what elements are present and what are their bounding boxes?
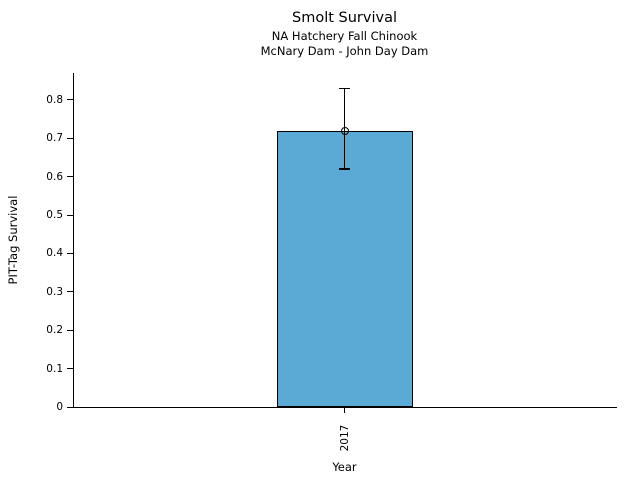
x-axis-label: Year	[332, 460, 357, 474]
y-tick-label: 0.5	[46, 209, 63, 222]
data-point-marker	[340, 126, 349, 135]
y-tick-label: 0.6	[46, 170, 63, 183]
bar-2017	[276, 130, 413, 407]
y-tick-mark	[67, 368, 73, 370]
y-tick-mark	[67, 252, 73, 254]
chart-title: Smolt Survival	[292, 10, 397, 26]
chart-subtitle-reach: McNary Dam - John Day Dam	[260, 44, 429, 58]
y-tick-label: 0.1	[46, 362, 63, 375]
error-bar-cap-top	[339, 87, 350, 90]
x-tick-mark	[344, 408, 345, 413]
y-tick-label: 0	[56, 401, 63, 413]
y-tick-mark	[67, 176, 73, 178]
y-tick-mark	[67, 137, 73, 139]
y-tick-label: 0.4	[46, 247, 63, 260]
y-axis-label: PIT-Tag Survival	[6, 195, 20, 285]
y-tick-mark	[67, 406, 73, 408]
y-tick-mark	[67, 214, 73, 216]
y-tick-label: 0.3	[46, 285, 63, 298]
y-tick-label: 0.7	[46, 132, 63, 145]
error-bar-cap-bottom	[339, 168, 350, 170]
chart-subtitle-stock: NA Hatchery Fall Chinook	[271, 29, 418, 43]
x-tick-label-year: 2017	[338, 424, 351, 452]
y-tick-label: 0.8	[46, 93, 63, 106]
plot-area	[73, 73, 617, 408]
y-tick-mark	[67, 99, 73, 101]
y-tick-mark	[67, 329, 73, 331]
y-tick-label: 0.2	[46, 324, 63, 337]
y-tick-mark	[67, 291, 73, 293]
